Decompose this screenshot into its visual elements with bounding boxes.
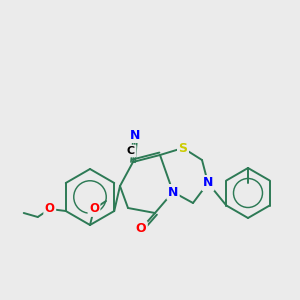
- Text: C: C: [127, 146, 135, 156]
- Text: O: O: [136, 223, 146, 236]
- Text: O: O: [45, 202, 55, 215]
- Text: N: N: [168, 185, 178, 199]
- Text: S: S: [178, 142, 188, 154]
- Text: O: O: [89, 202, 99, 215]
- Text: N: N: [130, 128, 141, 142]
- Text: N: N: [203, 176, 213, 190]
